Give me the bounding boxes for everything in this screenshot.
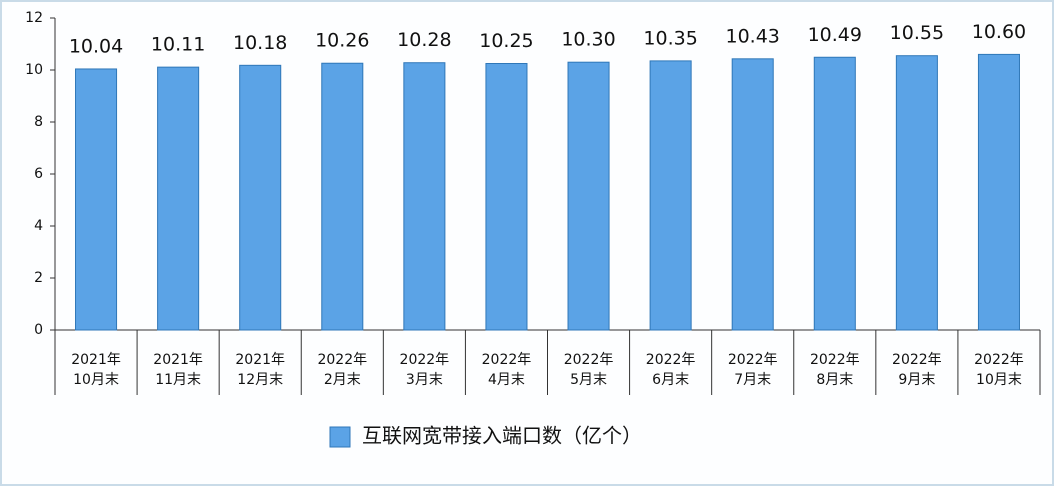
x-tick-label: 2022年 2月末 <box>317 352 367 388</box>
value-label: 10.04 <box>69 35 123 57</box>
value-label: 10.25 <box>479 30 533 52</box>
value-label: 10.30 <box>561 29 615 51</box>
bar <box>321 62 364 331</box>
x-tick-label: 2022年 6月末 <box>646 352 696 388</box>
legend-swatch <box>329 426 351 448</box>
value-label: 10.49 <box>808 24 862 46</box>
x-tick-label: 2021年 11月末 <box>153 352 203 388</box>
bar <box>75 68 118 331</box>
x-tick-label: 2022年 9月末 <box>892 352 942 388</box>
y-tick-label: 2 <box>34 270 43 286</box>
y-tick-label: 10 <box>25 62 43 78</box>
legend-label: 互联网宽带接入端口数（亿个） <box>362 424 642 448</box>
bar <box>567 61 610 331</box>
x-tick-label: 2022年 8月末 <box>810 352 860 388</box>
bar <box>403 62 446 331</box>
value-label: 10.43 <box>726 25 780 47</box>
y-tick-label: 12 <box>25 10 43 26</box>
bar <box>813 56 856 331</box>
value-label: 10.55 <box>890 22 944 44</box>
value-label: 10.18 <box>233 32 287 54</box>
x-tick-label: 2022年 3月末 <box>400 352 450 388</box>
bar <box>157 66 200 331</box>
value-label: 10.28 <box>397 29 451 51</box>
bar <box>731 58 774 331</box>
x-tick-label: 2022年 7月末 <box>728 352 778 388</box>
bar <box>239 64 282 331</box>
y-tick-label: 6 <box>34 166 43 182</box>
x-tick-label: 2021年 12月末 <box>235 352 285 388</box>
x-tick-label: 2021年 10月末 <box>71 352 121 388</box>
x-tick-label: 2022年 10月末 <box>974 352 1024 388</box>
bar <box>485 63 528 331</box>
x-tick-label: 2022年 4月末 <box>482 352 532 388</box>
value-label: 10.11 <box>151 34 205 56</box>
bar <box>977 53 1020 331</box>
value-label: 10.26 <box>315 30 369 52</box>
y-tick-label: 4 <box>34 218 43 234</box>
bar <box>895 55 938 331</box>
bar <box>649 60 692 331</box>
y-tick-label: 8 <box>34 114 43 130</box>
value-label: 10.35 <box>643 27 697 49</box>
x-tick-label: 2022年 5月末 <box>564 352 614 388</box>
y-tick-label: 0 <box>34 322 43 338</box>
value-label: 10.60 <box>972 21 1026 43</box>
